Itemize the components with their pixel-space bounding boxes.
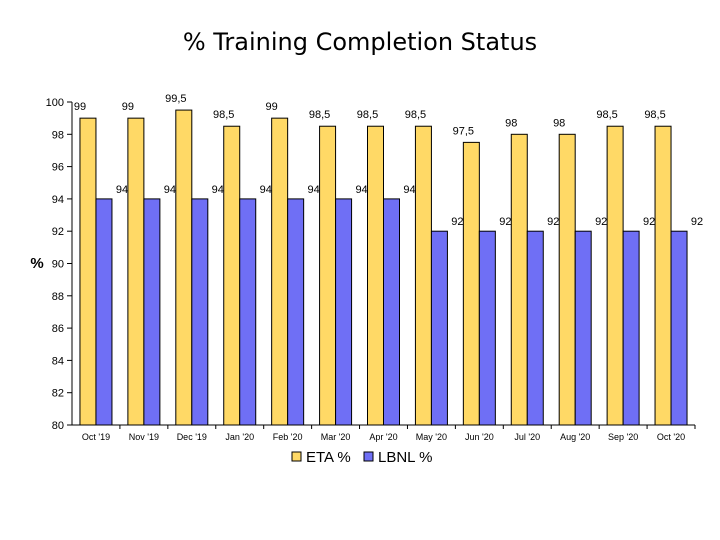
data-label-lbnl: 94: [355, 184, 367, 196]
bar-eta: [223, 125, 241, 426]
data-label-eta: 99,5: [165, 93, 186, 105]
data-label-lbnl: 94: [164, 184, 176, 196]
data-label-eta: 99: [266, 101, 278, 113]
data-label-lbnl: 92: [595, 216, 607, 228]
x-tick-label: May '20: [416, 432, 447, 442]
bar-eta: [414, 125, 432, 426]
x-tick-label: Dec '19: [177, 432, 207, 442]
chart-title: % Training Completion Status: [183, 28, 537, 56]
bar-eta: [367, 125, 384, 426]
x-tick-label: Oct '19: [82, 432, 110, 442]
bar-lbnl: [335, 198, 353, 426]
bar-eta: [79, 117, 97, 426]
legend-swatch: [363, 451, 374, 462]
bar-lbnl: [287, 198, 305, 426]
data-label-lbnl: 92: [643, 216, 655, 228]
data-label-eta: 98: [553, 117, 565, 129]
bar-lbnl: [143, 198, 161, 426]
data-label-eta: 98: [505, 117, 517, 129]
x-tick-label: Nov '19: [129, 432, 159, 442]
x-tick-label: Jul '20: [514, 432, 540, 442]
y-axis-ticks: 80 82 84 86 88 90 92 94 96 98 100: [46, 97, 72, 432]
data-label-lbnl: 92: [691, 216, 703, 228]
data-label-lbnl: 94: [403, 184, 415, 196]
bar-eta: [175, 109, 193, 426]
y-tick-label: 100: [46, 97, 64, 109]
data-label-eta: 99: [122, 101, 134, 113]
x-tick-label: Jan '20: [225, 432, 254, 442]
y-tick-label: 98: [52, 129, 64, 141]
data-label-lbnl: 92: [547, 216, 559, 228]
legend-label: ETA %: [306, 449, 351, 466]
bar-eta: [510, 133, 528, 426]
bar-eta: [271, 117, 289, 426]
legend-label: LBNL %: [378, 449, 432, 466]
bar-eta: [606, 125, 624, 426]
x-tick-label: Apr '20: [369, 432, 397, 442]
data-label-eta: 98,5: [644, 109, 665, 121]
x-tick-label: Oct '20: [657, 432, 685, 442]
x-axis-ticks: Oct '19 Nov '19 Dec '19 Jan '20 Feb '20 Mar '…: [82, 425, 696, 442]
data-label-eta: 98,5: [309, 109, 330, 121]
y-tick-label: 82: [52, 388, 64, 400]
data-label-eta: 98,5: [357, 109, 378, 121]
bar-lbnl: [526, 230, 544, 426]
bar-lbnl: [191, 198, 209, 426]
y-tick-label: 94: [52, 194, 64, 206]
bar-lbnl: [574, 230, 592, 426]
data-label-eta: 98,5: [213, 109, 234, 121]
y-tick-label: 96: [52, 162, 64, 174]
bar-lbnl: [622, 230, 640, 426]
bar-eta: [127, 117, 145, 426]
data-label-lbnl: 92: [499, 216, 511, 228]
bar-eta: [654, 125, 672, 426]
y-tick-label: 90: [52, 259, 64, 271]
data-label-eta: 99: [74, 101, 86, 113]
x-tick-label: Jun '20: [465, 432, 494, 442]
bar-lbnl: [478, 230, 496, 426]
bar-eta: [319, 125, 337, 426]
data-label-lbnl: 94: [260, 184, 272, 196]
x-tick-label: Sep '20: [608, 432, 638, 442]
y-tick-label: 86: [52, 323, 64, 335]
data-labels: 99 94 99 94 99,5 94 98,5 94 99 94 98,5 94 98,5 94 98,5…: [74, 93, 703, 228]
bar-group: [79, 109, 688, 426]
data-label-lbnl: 92: [451, 216, 463, 228]
y-tick-label: 84: [52, 355, 64, 367]
bar-lbnl: [239, 198, 257, 426]
legend: ETA % LBNL %: [291, 449, 432, 466]
data-label-lbnl: 94: [116, 184, 128, 196]
bar-lbnl: [670, 230, 688, 426]
bar-lbnl: [430, 230, 448, 426]
bar-lbnl: [95, 198, 113, 426]
y-axis-label: %: [30, 255, 43, 272]
data-label-eta: 98,5: [596, 109, 617, 121]
data-label-eta: 97,5: [453, 125, 474, 137]
legend-swatch: [291, 451, 302, 462]
bar-eta: [558, 133, 576, 426]
data-label-lbnl: 94: [212, 184, 224, 196]
data-label-eta: 98,5: [405, 109, 426, 121]
x-tick-label: Aug '20: [560, 432, 590, 442]
x-tick-label: Feb '20: [273, 432, 303, 442]
y-tick-label: 92: [52, 226, 64, 238]
bar-lbnl: [383, 198, 400, 426]
y-tick-label: 88: [52, 291, 64, 303]
y-tick-label: 80: [52, 420, 64, 432]
x-tick-label: Mar '20: [321, 432, 351, 442]
bar-eta: [462, 141, 480, 426]
data-label-lbnl: 94: [308, 184, 320, 196]
